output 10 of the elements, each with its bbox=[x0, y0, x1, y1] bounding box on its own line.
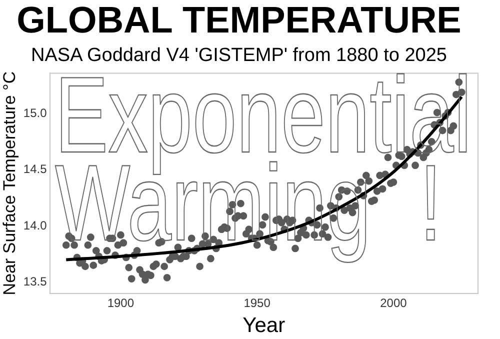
x-tick-label: 1900 bbox=[107, 296, 134, 310]
x-axis-title: Year bbox=[242, 314, 286, 338]
y-tick-label: 14.0 bbox=[23, 218, 48, 232]
y-tick-label: 14.5 bbox=[23, 162, 48, 176]
y-tick-label: 15.0 bbox=[23, 106, 48, 120]
x-tick-label: 2000 bbox=[380, 296, 408, 310]
y-tick-label: 13.5 bbox=[23, 274, 48, 288]
y-axis-title: Near Surface Temperature °C bbox=[0, 71, 19, 296]
x-tick-label: 1950 bbox=[244, 296, 271, 310]
chart-title: GLOBAL TEMPERATURE bbox=[16, 0, 462, 40]
